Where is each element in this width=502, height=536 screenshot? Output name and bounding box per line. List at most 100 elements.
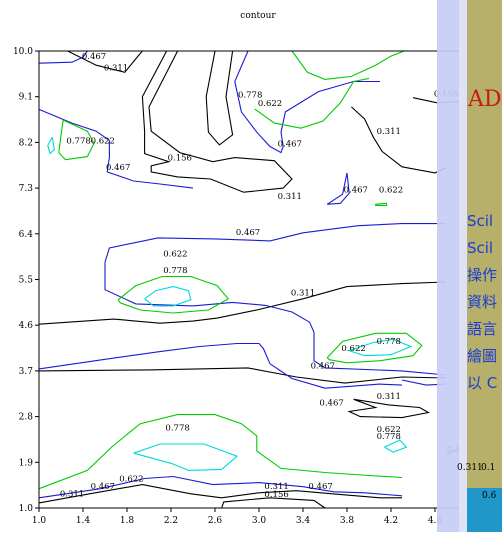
contour-line-25 — [326, 332, 423, 364]
contour-label-9: 0.156 — [168, 154, 192, 164]
contour-label-19: 0.622 — [341, 344, 365, 354]
contour-label-31: 0.156 — [264, 490, 288, 500]
overlay-line-3: 操作 — [467, 266, 498, 284]
contour-line-16 — [104, 262, 447, 376]
contour-line-12 — [234, 50, 380, 154]
overlay-gap-strip — [459, 0, 467, 532]
contour-line-27 — [47, 137, 55, 155]
overlay-line-1: Scil — [467, 212, 494, 230]
y-tick-label-10: 10.0 — [13, 47, 33, 57]
y-tick-label-0: 1.0 — [19, 504, 34, 514]
x-tick-label-7: 3.8 — [340, 516, 355, 526]
contour-line-15 — [104, 223, 446, 263]
contour-line-3 — [67, 50, 143, 73]
contour-line-6 — [38, 281, 447, 325]
contour-label-8: 0.311 — [377, 127, 401, 137]
x-tick-label-6: 3.4 — [296, 516, 311, 526]
y-tick-label-8: 8.2 — [19, 138, 33, 148]
overlay-line-7: 以 C — [467, 374, 498, 392]
contour-label-32: 0.467 — [308, 482, 332, 492]
overlay-olive-panel — [467, 0, 502, 532]
contour-line-4 — [141, 50, 293, 193]
overlay-fragment-2: 0.1 — [481, 463, 495, 473]
contour-label-23: 0.778 — [165, 423, 189, 433]
contour-line-14 — [326, 172, 350, 205]
x-tick-label-8: 4.2 — [384, 516, 398, 526]
overlay-line-6: 繪圖 — [467, 347, 498, 365]
contour-line-5 — [351, 106, 447, 174]
y-tick-label-4: 4.6 — [19, 321, 34, 331]
x-tick-label-4: 2.6 — [208, 516, 223, 526]
contour-label-2: 0.778 — [238, 91, 262, 101]
contour-label-6: 0.622 — [91, 136, 115, 146]
contour-label-25: 0.778 — [377, 432, 401, 442]
contour-line-20 — [291, 50, 405, 80]
x-tick-label-9: 4.6 — [428, 516, 443, 526]
contour-line-31 — [384, 439, 408, 453]
contour-label-1: 0.311 — [104, 63, 128, 73]
overlay-blue-strip — [437, 0, 459, 532]
contour-line-17 — [38, 342, 403, 389]
x-tick-label-3: 2.2 — [164, 516, 178, 526]
y-tick-label-9: 9.1 — [19, 93, 33, 103]
y-tick-label-3: 3.7 — [19, 367, 34, 377]
contour-line-8 — [347, 398, 430, 419]
contour-label-12: 0.467 — [344, 186, 368, 196]
axis-layer: 1.01.41.82.22.63.03.43.84.24.65.01.01.92… — [13, 47, 486, 526]
contour-line-0 — [205, 50, 234, 146]
x-tick-label-1: 1.4 — [76, 516, 91, 526]
contour-label-15: 0.622 — [163, 250, 187, 260]
contour-line-26 — [38, 414, 403, 490]
contour-line-13 — [38, 108, 194, 189]
overlay-line-2: Scil — [467, 239, 494, 257]
y-tick-label-2: 2.8 — [19, 413, 34, 423]
contour-label-30: 0.311 — [264, 482, 288, 492]
overlay-bottom-block — [467, 488, 502, 532]
y-tick-label-7: 7.3 — [19, 184, 34, 194]
x-tick-label-2: 1.8 — [120, 516, 135, 526]
contour-line-11 — [38, 50, 88, 64]
contour-layer — [38, 50, 480, 509]
contour-label-14: 0.467 — [236, 228, 260, 238]
x-tick-label-5: 3.0 — [252, 516, 267, 526]
contour-label-21: 0.467 — [319, 398, 343, 408]
y-tick-label-6: 6.4 — [19, 230, 34, 240]
contour-label-5: 0.778 — [66, 136, 90, 146]
y-tick-label-5: 5.5 — [19, 276, 34, 286]
overlay-fragment-1: 0.311 — [457, 463, 483, 473]
contour-label-18: 0.778 — [377, 337, 401, 347]
overlay-fragment-3: 0.6 — [482, 491, 497, 501]
x-tick-label-0: 1.0 — [32, 516, 47, 526]
contour-label-7: 0.467 — [278, 140, 302, 150]
contour-label-3: 0.622 — [258, 99, 282, 109]
contour-label-24: 0.622 — [377, 425, 401, 435]
contour-line-21 — [254, 77, 370, 129]
contour-line-7 — [38, 367, 447, 384]
contour-line-19 — [38, 475, 403, 499]
contour-line-29 — [349, 338, 413, 357]
contour-line-23 — [375, 202, 388, 206]
contour-label-16: 0.778 — [163, 266, 187, 276]
contour-label-27: 0.622 — [119, 475, 143, 485]
contour-label-22: 0.311 — [377, 392, 401, 402]
contour-label-29: 0.311 — [60, 489, 84, 499]
contour-label-11: 0.311 — [278, 192, 302, 202]
overlay-line-4: 資料 — [467, 293, 498, 311]
contour-line-2 — [221, 497, 326, 509]
y-tick-label-1: 1.9 — [19, 458, 34, 468]
contour-label-17: 0.311 — [291, 289, 315, 299]
contour-label-28: 0.467 — [91, 482, 115, 492]
overlay-line-5: 語言 — [467, 320, 498, 338]
contour-label-0: 0.467 — [82, 52, 106, 62]
contour-label-10: 0.467 — [106, 163, 130, 173]
overlay-ad-text: AD — [467, 87, 502, 112]
contour-line-24 — [117, 275, 230, 314]
contour-label-20: 0.467 — [311, 361, 335, 371]
contour-line-30 — [133, 443, 239, 471]
contour-label-13: 0.622 — [379, 186, 403, 196]
contour-line-9 — [38, 484, 402, 504]
chart-title: contour — [240, 11, 276, 21]
